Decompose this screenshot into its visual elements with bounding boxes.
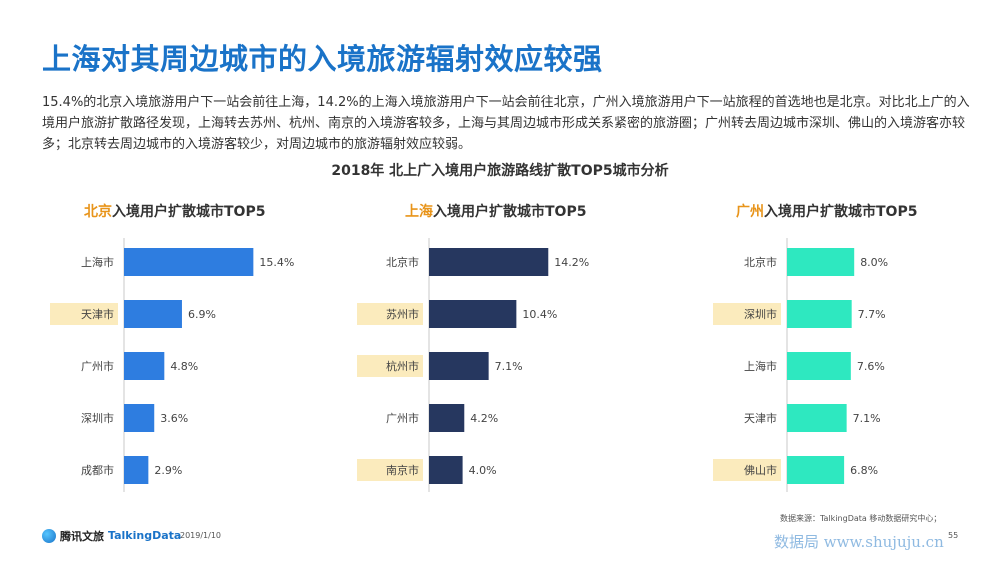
category-label: 苏州市 (386, 307, 419, 321)
bar (124, 404, 155, 432)
talkingdata-logo: TalkingData (108, 529, 182, 542)
data-label: 3.6% (160, 412, 188, 425)
category-label: 成都市 (81, 463, 114, 477)
tencent-brand-text: 腾讯文旅 (60, 530, 104, 543)
data-label: 7.7% (858, 308, 886, 321)
panel-title-city: 上海 (405, 204, 433, 220)
page-number: 55 (948, 531, 959, 540)
data-label: 8.0% (860, 256, 888, 269)
data-label: 7.6% (857, 360, 885, 373)
panel-title-text: 入境用户扩散城市TOP5 (112, 204, 266, 220)
panel-title-city: 北京 (84, 204, 112, 220)
bar (787, 248, 855, 276)
bar (429, 248, 549, 276)
bar (787, 404, 847, 432)
category-label: 佛山市 (744, 463, 777, 477)
tencent-brand: 腾讯文旅 (42, 528, 104, 544)
category-label: 南京市 (386, 463, 419, 477)
category-label: 北京市 (386, 255, 419, 269)
category-label: 上海市 (744, 359, 777, 373)
page-title: 上海对其周边城市的入境旅游辐射效应较强 (42, 42, 603, 76)
data-label: 6.8% (850, 464, 878, 477)
category-label: 天津市 (744, 411, 777, 425)
data-label: 10.4% (522, 308, 557, 321)
category-label: 深圳市 (81, 411, 114, 425)
bar (124, 352, 165, 380)
data-source: 数据来源：TalkingData 移动数据研究中心； (780, 514, 942, 523)
data-label: 4.2% (470, 412, 498, 425)
bar (124, 456, 149, 484)
report-date: 2019/1/10 (180, 531, 222, 540)
category-label: 深圳市 (744, 307, 777, 321)
panel-title-guangzhou: 广州入境用户扩散城市TOP5 (736, 201, 917, 221)
category-highlight (357, 355, 423, 377)
panel-title-shanghai: 上海入境用户扩散城市TOP5 (405, 201, 586, 221)
data-label: 4.8% (170, 360, 198, 373)
data-label: 15.4% (259, 256, 294, 269)
panel-title-text: 入境用户扩散城市TOP5 (764, 204, 918, 220)
bar (787, 352, 851, 380)
category-label: 天津市 (81, 307, 114, 321)
category-highlight (357, 303, 423, 325)
bar (124, 300, 182, 328)
bar (429, 352, 489, 380)
data-label: 4.0% (469, 464, 497, 477)
bar (429, 404, 465, 432)
data-label: 14.2% (554, 256, 589, 269)
bar (124, 248, 254, 276)
chart-subtitle: 2018年 北上广入境用户旅游路线扩散TOP5城市分析 (331, 163, 669, 179)
category-highlight (357, 459, 423, 481)
watermark: 数据局 www.shujuju.cn (774, 533, 944, 551)
bar (787, 300, 852, 328)
tencent-logo-icon (42, 529, 56, 543)
category-label: 上海市 (81, 255, 114, 269)
category-label: 广州市 (81, 359, 114, 373)
data-label: 6.9% (188, 308, 216, 321)
category-highlight (50, 303, 118, 325)
bar (429, 456, 463, 484)
bar (787, 456, 845, 484)
panel-title-text: 入境用户扩散城市TOP5 (433, 204, 587, 220)
category-label: 广州市 (386, 411, 419, 425)
bar (429, 300, 517, 328)
data-label: 2.9% (154, 464, 182, 477)
data-label: 7.1% (495, 360, 523, 373)
category-highlight (713, 459, 781, 481)
category-label: 北京市 (744, 255, 777, 269)
category-label: 杭州市 (386, 359, 419, 373)
data-label: 7.1% (853, 412, 881, 425)
panel-title-city: 广州 (736, 204, 764, 220)
panel-title-beijing: 北京入境用户扩散城市TOP5 (84, 201, 265, 221)
intro-paragraph: 15.4%的北京入境旅游用户下一站会前往上海，14.2%的上海入境旅游用户下一站… (42, 95, 970, 152)
category-highlight (713, 303, 781, 325)
